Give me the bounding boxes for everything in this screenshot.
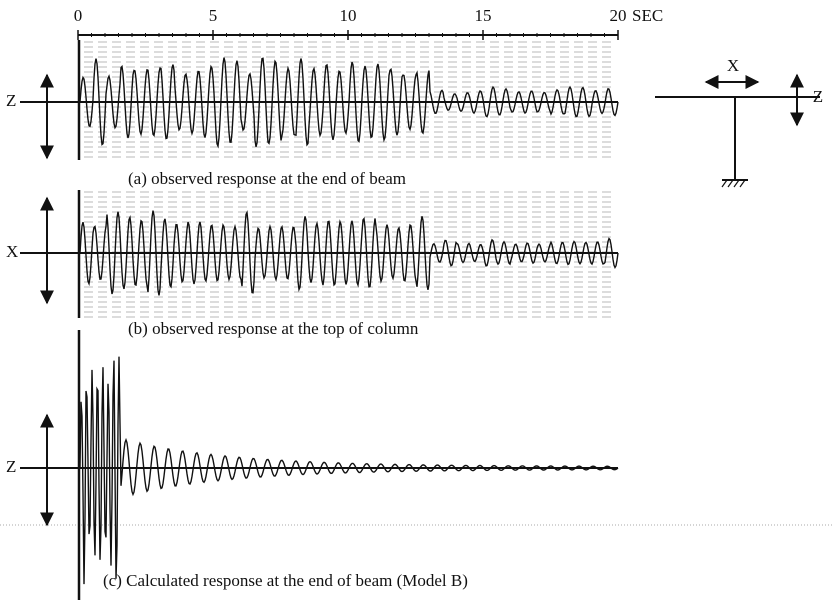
- z-label: Z: [813, 87, 823, 106]
- figure: 0 5 10 15 20 SEC Z (a) observed response at t…: [0, 0, 832, 602]
- panel: Z (c) Calculated response at the end of b…: [6, 330, 618, 600]
- caption: (b) observed response at the top of colu…: [128, 319, 419, 338]
- tick-label: 5: [209, 6, 218, 25]
- x-label: X: [727, 56, 739, 75]
- waveform: [80, 357, 618, 584]
- axis-label: X: [6, 242, 18, 261]
- tick-label: 20: [610, 6, 627, 25]
- axis-label: Z: [6, 457, 16, 476]
- time-unit: SEC: [632, 6, 663, 25]
- axis-label: Z: [6, 91, 16, 110]
- structure-diagram: X Z: [655, 56, 823, 187]
- support-hatch: [722, 180, 745, 187]
- tick-label: 15: [475, 6, 492, 25]
- caption: (a) observed response at the end of beam: [128, 169, 406, 188]
- caption: (c) Calculated response at the end of be…: [103, 571, 468, 590]
- tick-label: 0: [74, 6, 83, 25]
- tick-label: 10: [340, 6, 357, 25]
